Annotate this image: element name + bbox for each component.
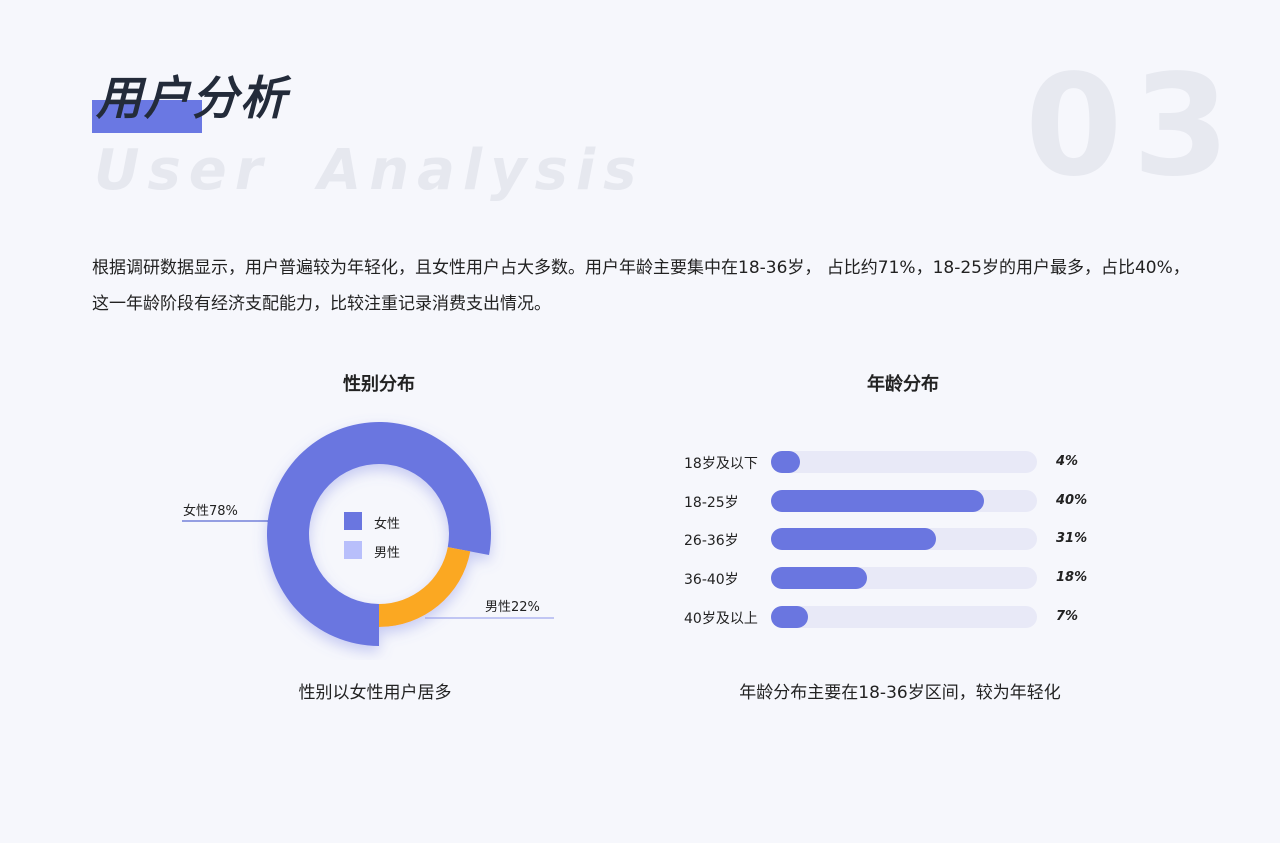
section-number: 03 [1025, 45, 1240, 208]
legend-label-male: 男性 [374, 546, 401, 561]
bar-value-label: 7% [1056, 608, 1079, 624]
bar-fill [771, 605, 809, 628]
bar-track [771, 528, 1037, 551]
age-bar-row: 18-25岁 40% [684, 489, 1104, 512]
legend-swatch-male [344, 541, 362, 559]
gender-donut-chart [182, 422, 554, 646]
description: 根据调研数据显示，用户普遍较为年轻化，且女性用户占大多数。用户年龄主要集中在18… [92, 258, 1190, 314]
bar-track [771, 567, 1037, 590]
age-bar-row: 18岁及以下 4% [684, 451, 1104, 473]
bar-fill [771, 489, 984, 512]
age-chart-caption: 年龄分布主要在18-36岁区间，较为年轻化 [739, 683, 1061, 703]
age-category-label: 40岁及以上 [684, 610, 758, 627]
age-category-label: 18-25岁 [684, 494, 739, 511]
age-bar-row: 26-36岁 31% [684, 528, 1104, 551]
female-data-label: 女性78% [183, 504, 238, 519]
bar-track [771, 451, 1037, 473]
age-category-label: 18岁及以下 [684, 456, 758, 472]
title-accent-bar [92, 100, 202, 133]
age-bar-row: 36-40岁 18% [684, 567, 1104, 590]
legend-swatch-female [344, 512, 362, 530]
page-title: 用户分析 [96, 71, 288, 125]
bar-track [771, 605, 1037, 628]
legend-label-female: 女性 [374, 517, 401, 532]
donut-slice-male [379, 547, 471, 627]
bar-track [771, 489, 1037, 512]
donut-slice-female [267, 422, 491, 646]
bar-value-label: 40% [1056, 492, 1088, 508]
gender-chart-caption: 性别以女性用户居多 [298, 683, 452, 703]
age-category-label: 36-40岁 [684, 572, 739, 589]
bar-value-label: 18% [1056, 570, 1088, 586]
age-chart-title: 年龄分布 [867, 374, 939, 395]
age-category-label: 26-36岁 [684, 533, 739, 550]
bar-fill [771, 451, 800, 473]
bar-value-label: 4% [1056, 454, 1079, 469]
bar-fill [771, 567, 867, 590]
age-bar-row: 40岁及以上 7% [684, 605, 1104, 628]
gender-chart-title: 性别分布 [343, 374, 415, 395]
page-subtitle: User Analysis [94, 138, 645, 203]
male-data-label: 男性22% [485, 600, 540, 615]
bar-fill [771, 528, 936, 551]
bar-value-label: 31% [1056, 531, 1088, 547]
